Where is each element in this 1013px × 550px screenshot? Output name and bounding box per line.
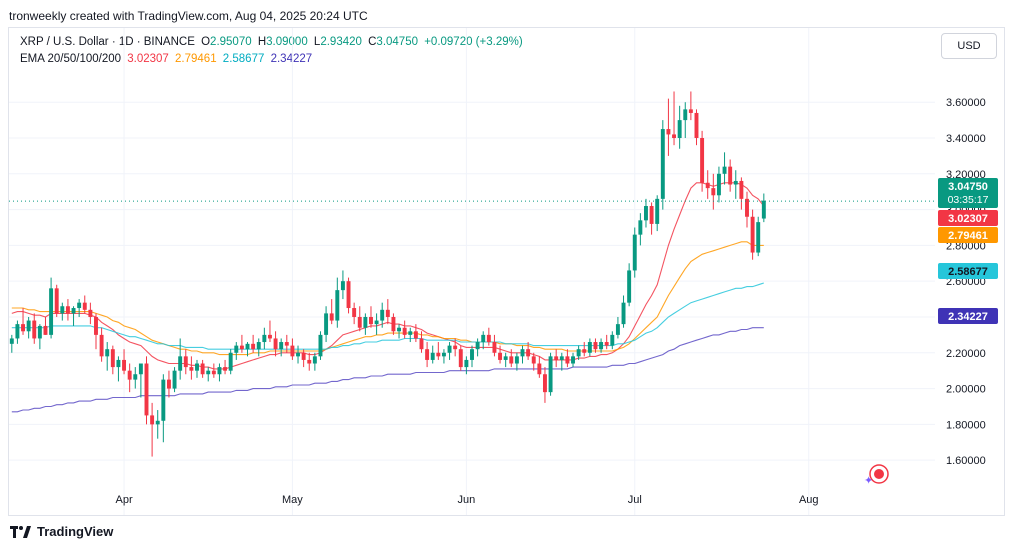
tradingview-logo-icon <box>10 525 31 538</box>
open-value: 2.95070 <box>210 36 252 48</box>
tradingview-logo: TradingView <box>10 524 113 539</box>
symbol-legend: XRP / U.S. Dollar · 1D · BINANCE O2.9507… <box>20 36 526 48</box>
close-value: 3.04750 <box>376 36 418 48</box>
ema20-value: 3.02307 <box>127 53 169 65</box>
chart-attribution: tronweekly created with TradingView.com,… <box>9 9 368 23</box>
change-value: +0.09720 (+3.29%) <box>424 36 523 48</box>
ema100-value: 2.58677 <box>222 53 265 65</box>
chart-frame <box>8 27 1005 516</box>
high-value: 3.09000 <box>266 36 308 48</box>
close-label: C <box>368 36 377 48</box>
ema50-value: 2.79461 <box>175 53 217 65</box>
open-label: O <box>201 36 211 48</box>
ema200-value: 2.34227 <box>270 53 313 65</box>
symbol-name: XRP / U.S. Dollar · 1D · BINANCE <box>20 36 195 48</box>
low-value: 2.93420 <box>320 36 362 48</box>
low-label: L <box>313 36 321 48</box>
tradingview-brand: TradingView <box>37 524 114 539</box>
ema-label: EMA 20/50/100/200 <box>20 53 122 65</box>
high-label: H <box>257 36 267 48</box>
currency-button[interactable]: USD <box>941 33 997 59</box>
ema-legend: EMA 20/50/100/200 3.02307 2.79461 2.5867… <box>20 53 315 65</box>
